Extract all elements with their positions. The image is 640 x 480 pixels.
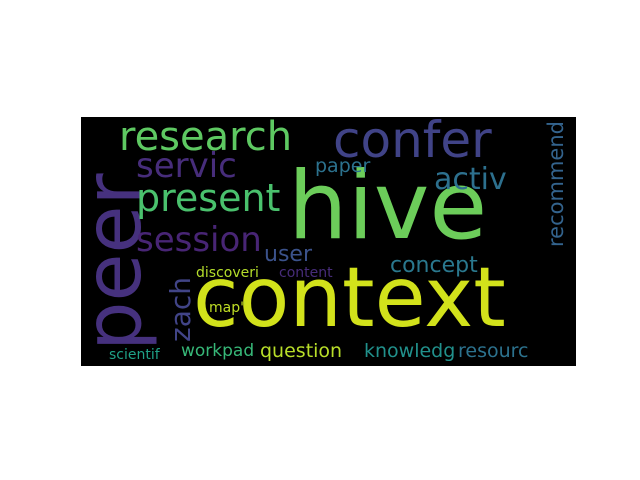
word-question: question xyxy=(260,340,343,362)
word-discoveri: discoveri xyxy=(196,265,259,281)
word-concept: concept xyxy=(390,253,478,278)
word-activ: activ xyxy=(434,162,507,197)
word-confer: confer xyxy=(333,117,492,169)
word-recommend: recommend xyxy=(544,121,568,247)
word-user: user xyxy=(264,242,312,267)
word-workpad: workpad xyxy=(181,341,255,361)
word-scientif: scientif xyxy=(109,347,160,363)
word-zach: zach xyxy=(164,277,197,342)
word-context: context xyxy=(193,249,506,346)
word-present: present xyxy=(136,176,281,220)
word-session: session xyxy=(136,220,262,260)
word-research: research xyxy=(119,117,293,160)
word-hive: hive xyxy=(288,152,488,261)
word-content: content xyxy=(279,265,333,281)
word-map: map" xyxy=(209,300,247,316)
word-paper: paper xyxy=(315,155,371,177)
word-cloud: hive context peer confer research presen… xyxy=(81,117,576,366)
word-resourc: resourc xyxy=(458,340,529,362)
word-knowledg: knowledg xyxy=(364,340,456,362)
word-servic: servic xyxy=(136,146,237,186)
